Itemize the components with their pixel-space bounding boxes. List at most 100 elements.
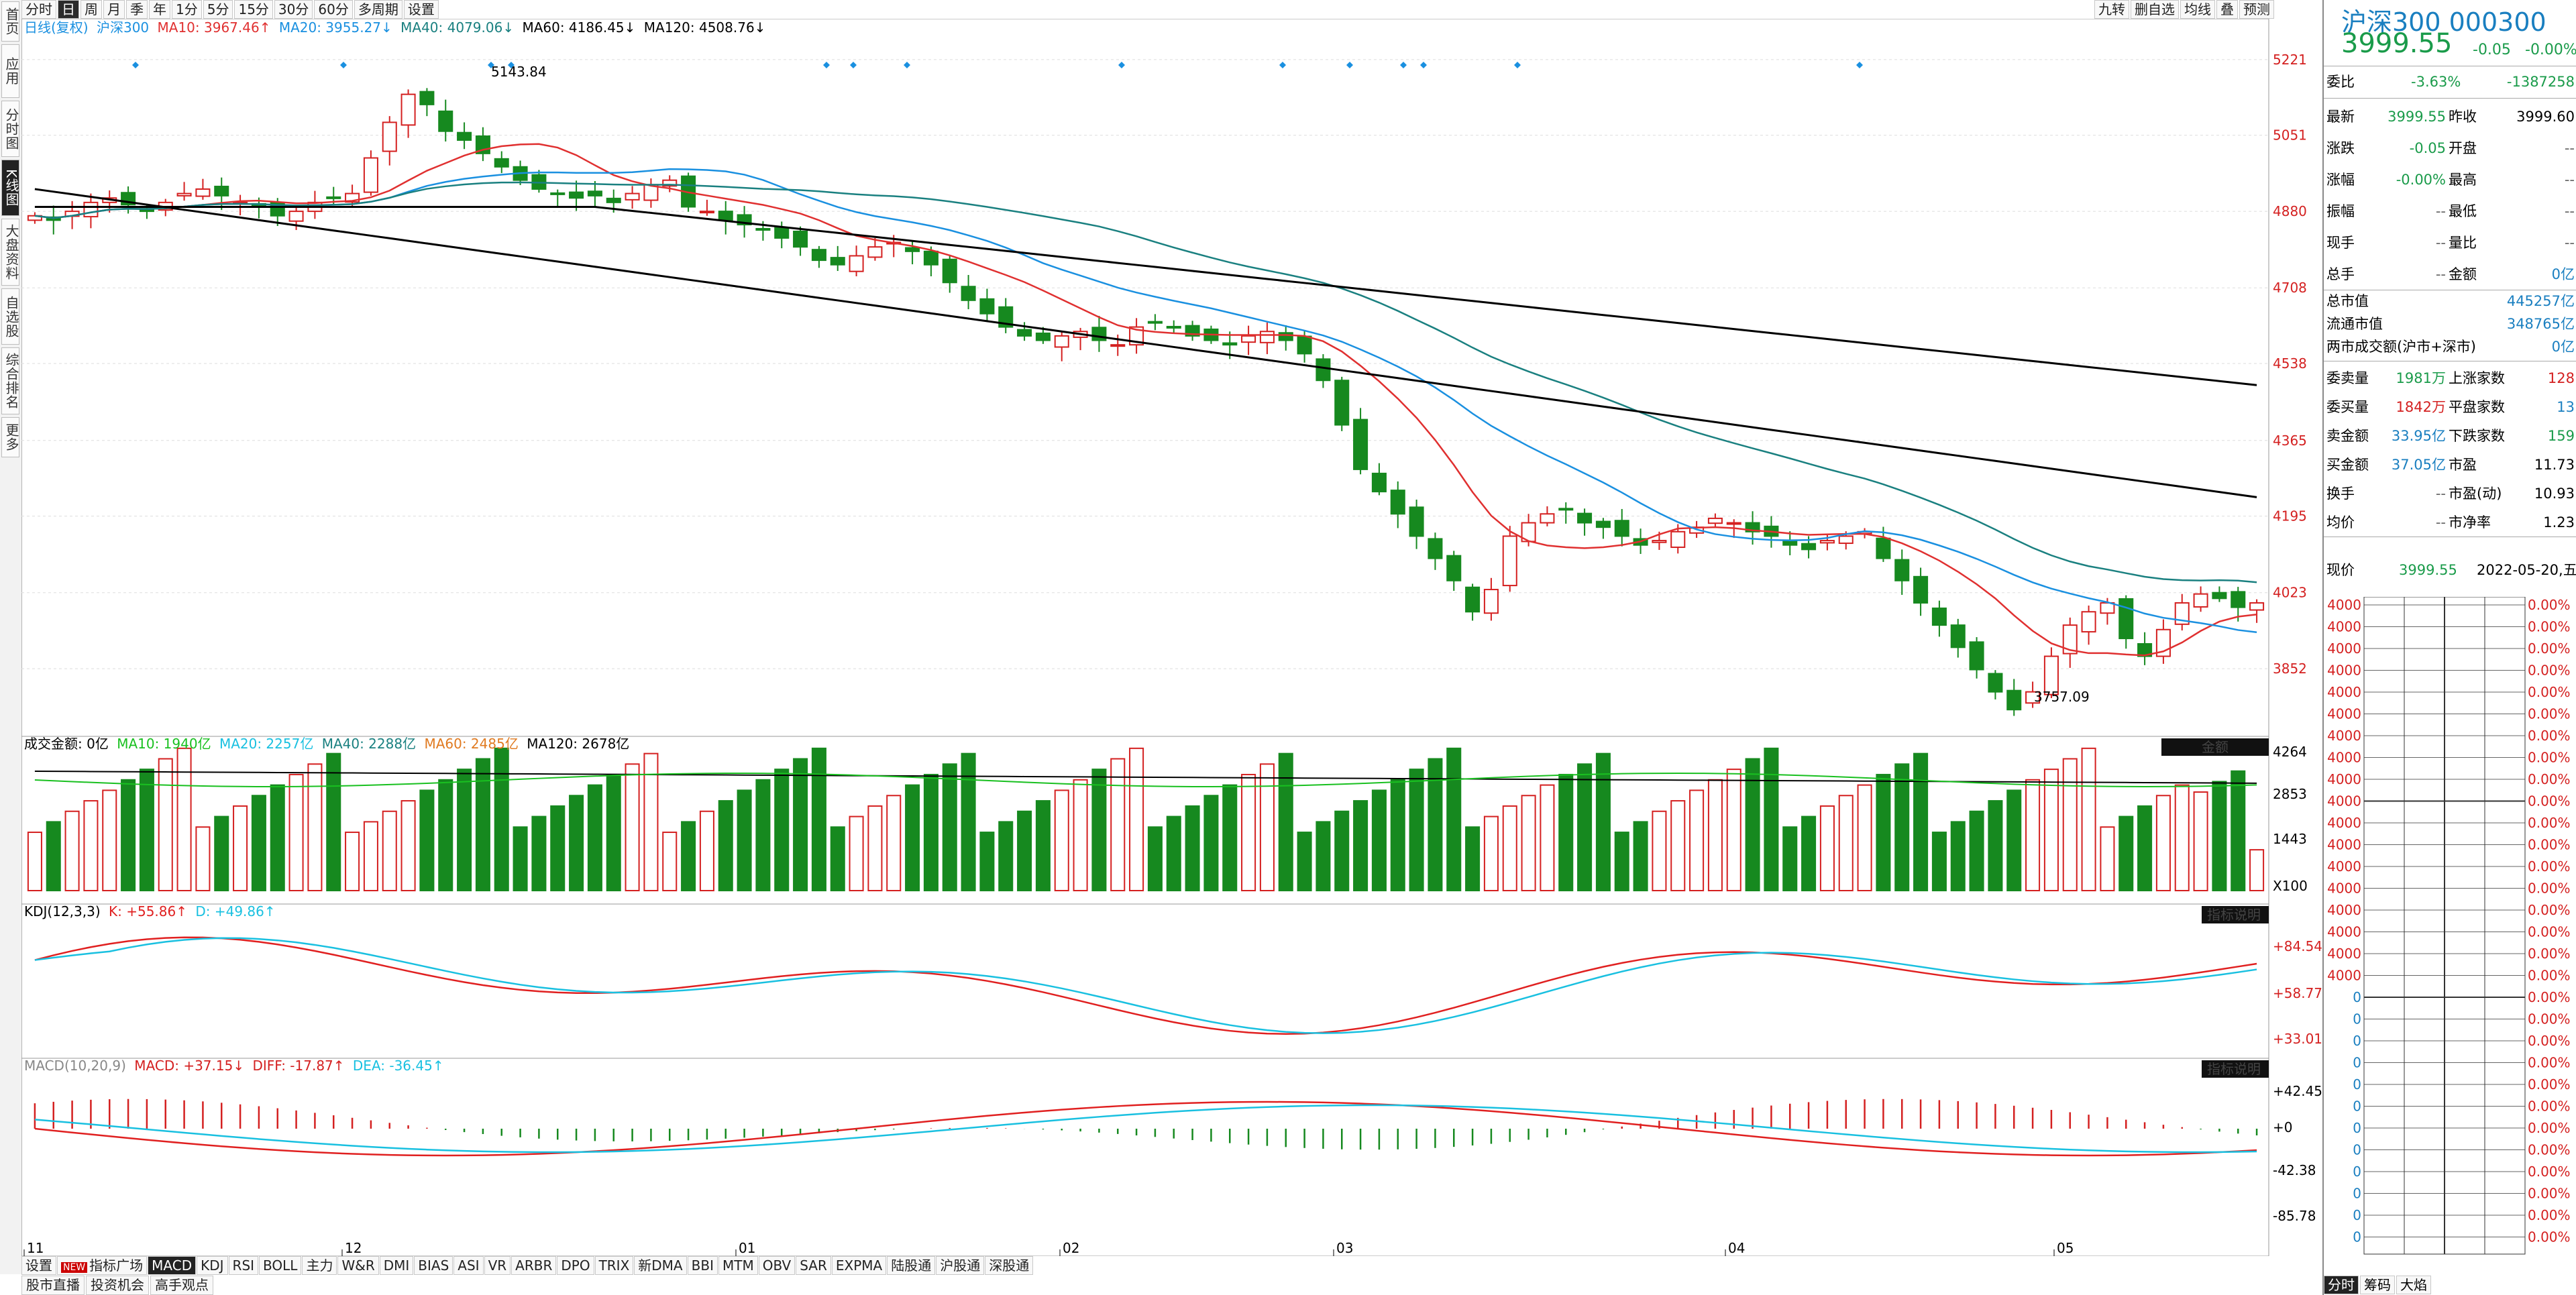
period-6[interactable]: 1分: [172, 0, 202, 19]
candle-body: [1465, 586, 1481, 613]
volume-bar: [1054, 789, 1069, 892]
quote-cell-v1: --: [2435, 514, 2446, 530]
indicator-tab-23[interactable]: 深股通: [985, 1256, 1034, 1275]
tool-2[interactable]: 均线: [2180, 0, 2215, 19]
indicator-tab-6[interactable]: 主力: [302, 1256, 337, 1275]
period-5[interactable]: 年: [149, 0, 170, 19]
quote-cell-l2: 金额: [2449, 266, 2477, 282]
left-tab-kline[interactable]: K线图: [1, 160, 19, 216]
left-tab-ranking[interactable]: 综合排名: [1, 347, 19, 414]
period-9[interactable]: 30分: [274, 0, 313, 19]
indicator-tab-9[interactable]: BIAS: [414, 1256, 453, 1275]
volume-bar: [2025, 779, 2041, 891]
period-10[interactable]: 60分: [314, 0, 353, 19]
mini-right-label: 0.00%: [2528, 619, 2571, 635]
mini-timeshare-chart[interactable]: 4000 0.00% 4000 0.00% 4000 0.00% 4000 0.00% 4000…: [2324, 597, 2576, 1261]
candle-body: [774, 227, 790, 239]
tool-0[interactable]: 九转: [2094, 0, 2129, 19]
quote-tab-0[interactable]: 分时: [2324, 1276, 2359, 1294]
moving-averages: [34, 143, 2257, 657]
indicator-tab-13[interactable]: DPO: [557, 1256, 594, 1275]
quote-cell-l2: 平盘家数: [2449, 399, 2505, 415]
period-1[interactable]: 日: [58, 0, 79, 19]
quote-cell-v1: 1842万: [2396, 399, 2446, 415]
period-2[interactable]: 周: [80, 0, 102, 19]
period-8[interactable]: 15分: [234, 0, 273, 19]
volume-bar: [1801, 815, 1817, 891]
candle-body: [923, 250, 938, 266]
period-3[interactable]: 月: [103, 0, 125, 19]
left-tab-home[interactable]: 首页: [1, 1, 19, 42]
indicator-tab-22[interactable]: 沪股通: [936, 1256, 985, 1275]
indicator-tab-1[interactable]: NEW 指标广场: [57, 1256, 148, 1275]
volume-bar: [1577, 763, 1593, 891]
period-7[interactable]: 5分: [203, 0, 233, 19]
quote-tab-2[interactable]: 大焰: [2396, 1276, 2431, 1294]
kdj-help-button[interactable]: [2202, 906, 2269, 923]
indicator-tab-8[interactable]: DMI: [379, 1256, 414, 1275]
indicator-tab-15[interactable]: 新DMA: [634, 1256, 687, 1275]
indicator-tab-11[interactable]: VR: [484, 1256, 511, 1275]
period-toolbar: 分时日周月季年 1分 5分 15分 30分 60分 多周期 设置: [21, 0, 440, 19]
period-4[interactable]: 季: [126, 0, 148, 19]
volume-bar: [923, 773, 938, 892]
indicator-tab-10[interactable]: ASI: [453, 1256, 484, 1275]
indicator-tab-19[interactable]: SAR: [796, 1256, 831, 1275]
mini-right-label: 0.00%: [2528, 1186, 2571, 1202]
left-tab-more[interactable]: 更多: [1, 417, 19, 457]
indicator-tab-16[interactable]: BBI: [687, 1256, 718, 1275]
volume-metric-dropdown[interactable]: [2161, 738, 2269, 756]
candle-body: [1577, 512, 1593, 524]
tool-4[interactable]: 预测: [2239, 0, 2274, 19]
bottom-tab-2[interactable]: 高手观点: [150, 1276, 213, 1295]
indicator-tab-2[interactable]: MACD: [148, 1256, 197, 1275]
candle-body: [1110, 344, 1126, 347]
left-tab-apps[interactable]: 应用: [1, 44, 19, 98]
tool-3[interactable]: 叠: [2216, 0, 2238, 19]
indicator-tab-7[interactable]: W&R: [337, 1256, 379, 1275]
chart-area[interactable]: 5221 5051 4880 4708 4538 4365 4195 4023 3852 4264…: [21, 19, 2322, 1256]
mini-left-label: 0: [2353, 1033, 2361, 1049]
macd-help-button[interactable]: [2202, 1060, 2269, 1078]
mini-left-label: 4000: [2327, 793, 2361, 809]
left-tab-timeshare[interactable]: 分时图: [1, 101, 19, 157]
indicator-tab-4[interactable]: RSI: [228, 1256, 259, 1275]
period-12[interactable]: 设置: [403, 0, 439, 19]
volume-bar: [1334, 810, 1350, 892]
volume-bar: [2137, 805, 2153, 892]
candle-body: [1652, 540, 1667, 543]
indicator-tab-14[interactable]: TRIX: [594, 1256, 634, 1275]
weibi-row: 委比 -3.63% -1387258: [2326, 74, 2575, 90]
indicator-tab-18[interactable]: OBV: [758, 1256, 796, 1275]
ma10-line: [34, 143, 2257, 657]
quote-cell-v2: --: [2564, 140, 2575, 156]
volume-bar: [1297, 832, 1312, 891]
mini-right-label: 0.00%: [2528, 1207, 2571, 1223]
candle-body: [1390, 490, 1405, 515]
event-marker: [340, 62, 347, 68]
indicator-tab-5[interactable]: BOLL: [259, 1256, 302, 1275]
indicator-tab-17[interactable]: MTM: [718, 1256, 758, 1275]
indicator-tab-12[interactable]: ARBR: [511, 1256, 557, 1275]
candle-body: [214, 185, 229, 196]
volume-bar: [1129, 747, 1144, 891]
quote-tab-1[interactable]: 筹码: [2360, 1276, 2395, 1294]
indicator-tab-3[interactable]: KDJ: [197, 1256, 228, 1275]
volume-bars: [27, 747, 2265, 892]
indicator-tab-20[interactable]: EXPMA: [831, 1256, 887, 1275]
left-tab-watchlist[interactable]: 自选股: [1, 288, 19, 345]
bottom-tab-0[interactable]: 股市直播: [21, 1276, 85, 1295]
cap-label: 两市成交额(沪市+深市): [2326, 339, 2476, 355]
volume-bar: [288, 773, 304, 892]
candle-body: [1222, 342, 1238, 346]
period-11[interactable]: 多周期: [354, 0, 402, 19]
bottom-tab-1[interactable]: 投资机会: [86, 1276, 149, 1295]
left-tab-market-info[interactable]: 大盘资料: [1, 219, 19, 286]
period-0[interactable]: 分时: [21, 0, 56, 19]
quote-row: 委卖量 1981万 上涨家数 128: [2324, 362, 2576, 394]
volume-bar: [737, 789, 752, 892]
volume-bar: [1876, 773, 1891, 892]
indicator-tab-0[interactable]: 设置: [21, 1256, 56, 1275]
indicator-tab-21[interactable]: 陆股通: [887, 1256, 936, 1275]
tool-1[interactable]: 删自选: [2131, 0, 2179, 19]
